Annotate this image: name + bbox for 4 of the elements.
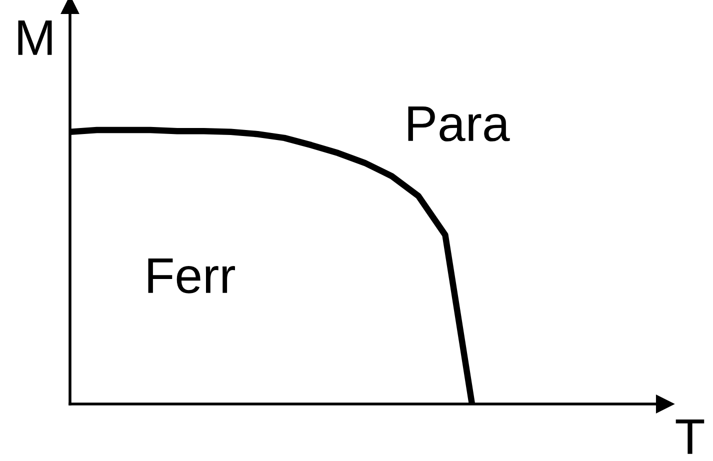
- annotation: Para: [408, 106, 510, 142]
- x-axis-title: T: [676, 420, 704, 454]
- annotation: Ferr: [148, 258, 235, 294]
- y-axis-title: M: [18, 20, 52, 55]
